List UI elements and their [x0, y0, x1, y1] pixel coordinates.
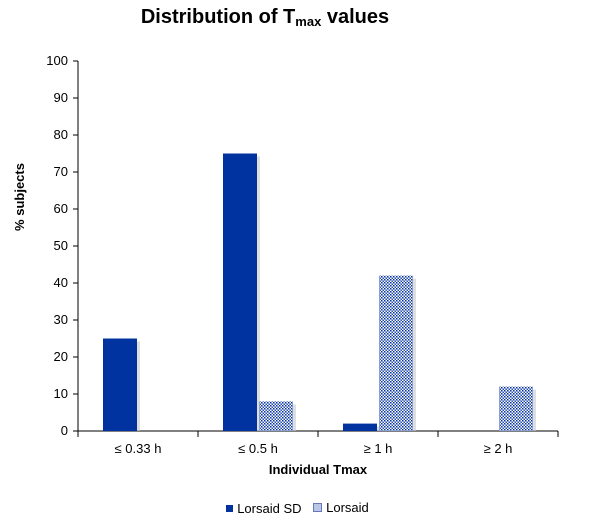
bar-lorsaid [379, 275, 413, 431]
legend: Lorsaid SD Lorsaid [0, 500, 595, 516]
chart-title-subscript: max [295, 14, 322, 29]
legend-swatch-solid [226, 505, 234, 512]
bar-lorsaid [259, 401, 293, 431]
chart-title-main: Distribution of T [140, 6, 296, 28]
y-tick-label: 70 [54, 164, 68, 179]
chart-title-end: values [321, 6, 390, 28]
chart-title: Distribution of Tmax values [0, 6, 530, 29]
x-tick-label: ≥ 2 h [484, 441, 513, 456]
bar-lorsaid-sd [343, 423, 377, 431]
bar-lorsaid-sd [223, 153, 257, 431]
x-tick-label: ≤ 0.33 h [115, 441, 162, 456]
y-axis-label: % subjects [12, 163, 27, 231]
bar-lorsaid [499, 386, 533, 431]
legend-item-lorsaid-sd: Lorsaid SD [226, 501, 302, 516]
legend-label-lorsaid-sd: Lorsaid SD [237, 501, 302, 516]
y-tick-label: 60 [54, 201, 68, 216]
x-tick-label: ≤ 0.5 h [238, 441, 278, 456]
legend-label-lorsaid: Lorsaid [326, 500, 369, 515]
x-tick-label: ≥ 1 h [364, 441, 393, 456]
y-tick-label: 0 [61, 423, 68, 438]
y-tick-label: 100 [46, 53, 68, 68]
y-tick-label: 40 [54, 275, 68, 290]
bars [103, 153, 536, 431]
y-tick-label: 80 [54, 127, 68, 142]
x-axis: ≤ 0.33 h ≤ 0.5 h ≥ 1 h ≥ 2 h [77, 430, 559, 456]
y-axis: 0 10 20 30 40 50 60 70 80 90 100 [46, 53, 79, 438]
y-tick-label: 30 [54, 312, 68, 327]
y-tick-label: 20 [54, 349, 68, 364]
bar-lorsaid-sd [103, 338, 137, 431]
y-tick-label: 10 [54, 386, 68, 401]
y-tick-label: 50 [54, 238, 68, 253]
x-axis-label: Individual Tmax [269, 462, 368, 477]
bar-chart: 0 10 20 30 40 50 60 70 80 90 100 ≤ 0.33 h ≤ 0.5 h ≥ … [12, 53, 559, 477]
legend-item-lorsaid: Lorsaid [313, 500, 369, 515]
y-tick-label: 90 [54, 90, 68, 105]
legend-swatch-dotted [313, 503, 323, 512]
